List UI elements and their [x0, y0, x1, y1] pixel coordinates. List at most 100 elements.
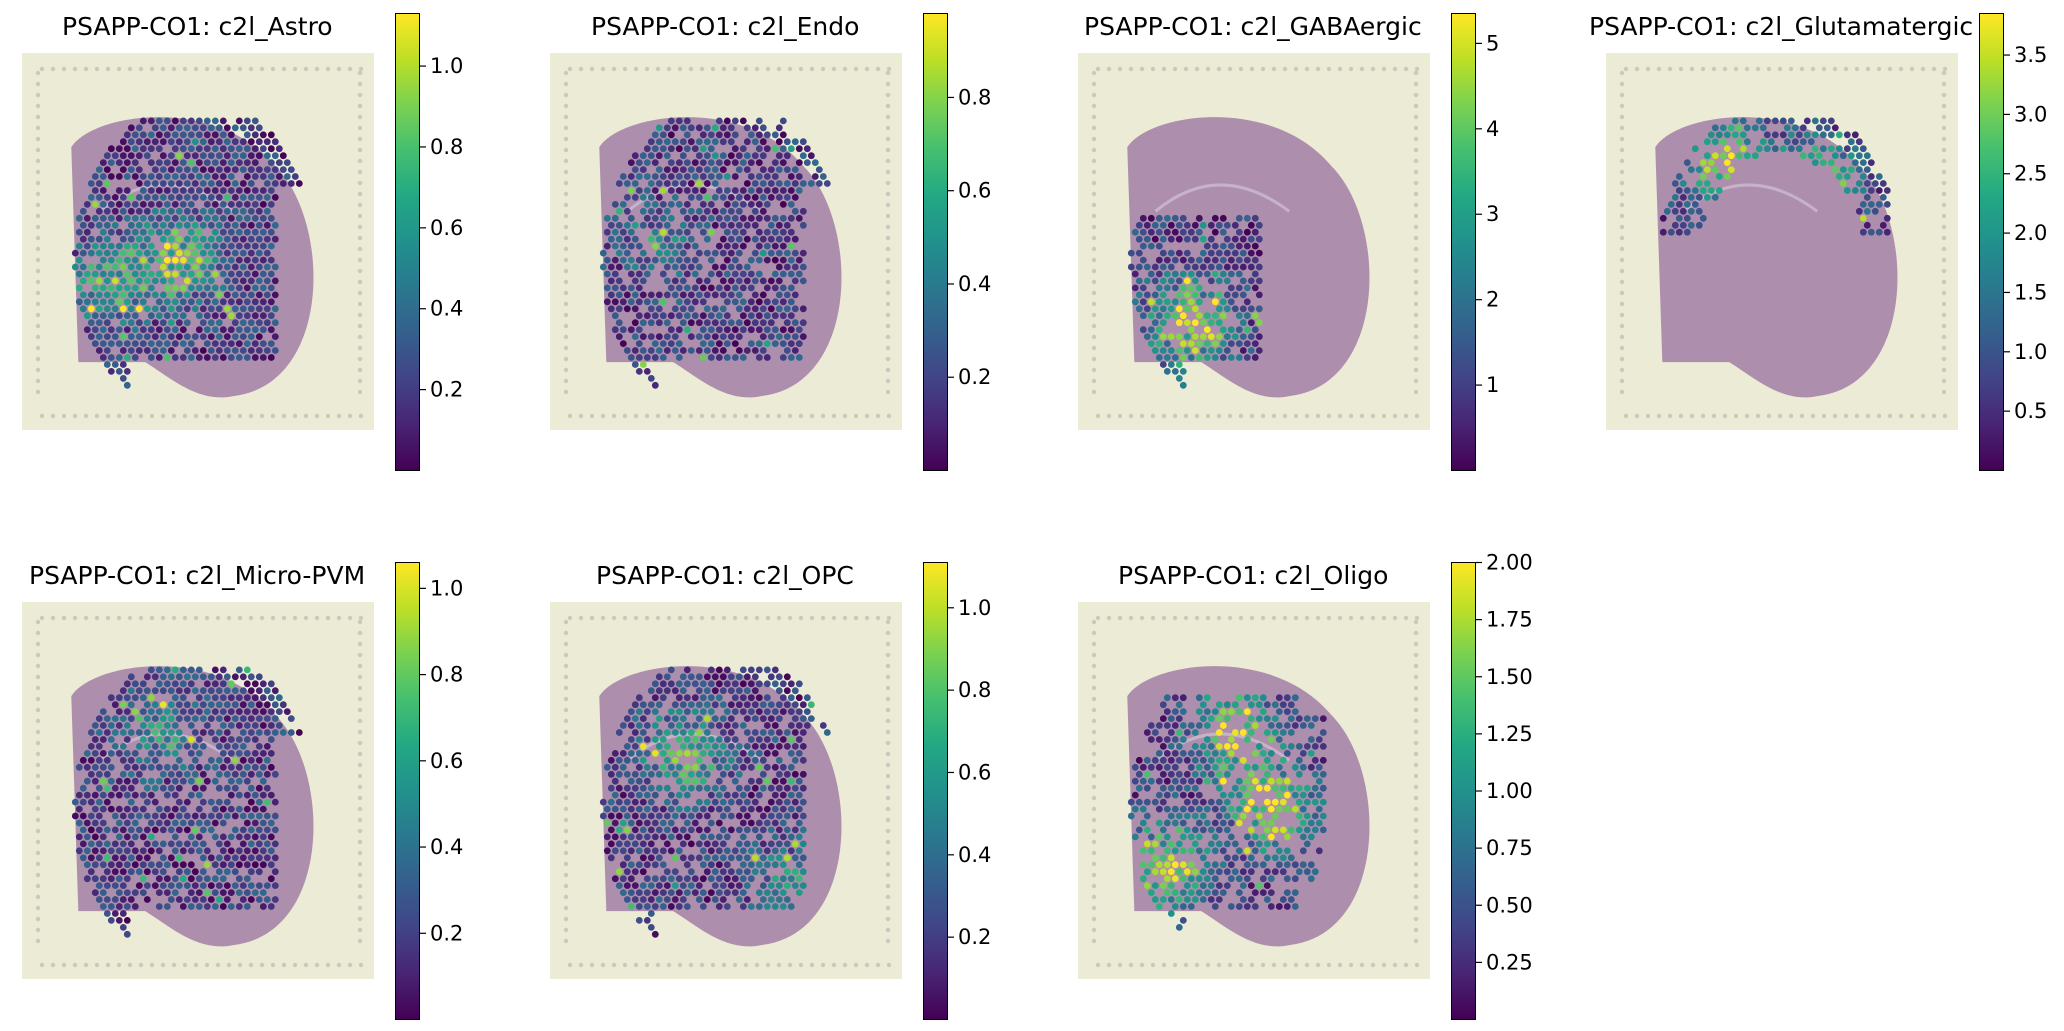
- spot: [167, 305, 175, 313]
- spot: [215, 701, 223, 709]
- spot: [1243, 312, 1251, 320]
- spot: [139, 284, 147, 292]
- spot: [679, 138, 687, 146]
- spot: [1239, 347, 1247, 354]
- spot: [127, 784, 135, 792]
- spot: [735, 868, 743, 876]
- spot: [243, 214, 251, 222]
- spot: [139, 117, 147, 125]
- spot: [267, 312, 275, 320]
- spot: [123, 270, 131, 278]
- spot: [207, 124, 215, 132]
- spot: [1243, 214, 1251, 222]
- spot: [703, 784, 711, 792]
- spot: [611, 284, 619, 292]
- spot: [147, 791, 155, 799]
- spot: [247, 152, 255, 160]
- spot: [147, 340, 155, 347]
- spot: [187, 833, 195, 841]
- spot: [1131, 763, 1139, 771]
- spot: [1243, 722, 1251, 729]
- spot: [1151, 305, 1159, 313]
- spot: [155, 312, 163, 320]
- spot: [691, 805, 699, 813]
- spot: [207, 305, 215, 313]
- spot: [211, 117, 219, 125]
- spot: [691, 819, 699, 827]
- spot: [655, 221, 663, 229]
- spot: [655, 715, 663, 722]
- spot: [191, 263, 199, 271]
- spot: [727, 729, 735, 736]
- spot: [1191, 221, 1199, 229]
- spot: [175, 812, 183, 820]
- spot: [691, 763, 699, 771]
- spot: [739, 284, 747, 292]
- spot: [759, 715, 767, 722]
- spot: [715, 159, 723, 166]
- spot: [699, 131, 707, 139]
- spot: [1231, 305, 1239, 313]
- spot: [1183, 235, 1191, 243]
- spot: [159, 715, 167, 722]
- spot: [1315, 777, 1323, 785]
- spot: [239, 249, 247, 257]
- spot: [163, 750, 171, 757]
- spot: [163, 805, 171, 813]
- spot: [175, 207, 183, 215]
- spot: [1187, 777, 1195, 785]
- spot: [139, 201, 147, 208]
- spot: [1279, 868, 1287, 876]
- spot: [187, 861, 195, 869]
- spot: [703, 701, 711, 709]
- spot: [123, 256, 131, 264]
- spot: [667, 763, 675, 771]
- spot: [1215, 347, 1223, 354]
- spot: [683, 256, 691, 264]
- spot: [159, 124, 167, 132]
- spot: [1219, 228, 1227, 236]
- spot: [1207, 715, 1215, 722]
- spot: [1283, 889, 1291, 896]
- spot: [615, 263, 623, 271]
- spot: [779, 340, 787, 347]
- spot: [271, 180, 279, 187]
- spot: [267, 214, 275, 222]
- spot: [91, 214, 99, 222]
- spot: [655, 333, 663, 340]
- spot: [223, 263, 231, 271]
- spot: [111, 840, 119, 848]
- spot: [1171, 791, 1179, 799]
- spot: [631, 701, 639, 709]
- spot: [199, 687, 207, 695]
- spot: [1831, 166, 1839, 173]
- spot: [223, 138, 231, 146]
- spot: [707, 736, 715, 743]
- spot: [203, 819, 211, 827]
- spot: [167, 715, 175, 722]
- spot: [151, 207, 159, 215]
- spot: [791, 826, 799, 834]
- spot: [1699, 173, 1707, 180]
- spot: [207, 235, 215, 243]
- spot: [655, 770, 663, 778]
- spot: [767, 333, 775, 340]
- spot: [247, 194, 255, 201]
- spot: [1835, 131, 1843, 139]
- spot: [675, 201, 683, 208]
- spot: [183, 277, 191, 285]
- spot: [179, 284, 187, 292]
- spot: [211, 298, 219, 306]
- spot: [1271, 715, 1279, 722]
- spot: [1155, 298, 1163, 306]
- spot: [1251, 242, 1259, 250]
- spot: [727, 715, 735, 722]
- spot: [787, 187, 795, 194]
- spot: [1235, 694, 1243, 702]
- colorbar-tick-label: 0.8: [430, 135, 463, 159]
- spot: [719, 249, 727, 257]
- spot: [699, 763, 707, 771]
- spot: [179, 298, 187, 306]
- spot: [251, 763, 259, 771]
- spot: [227, 242, 235, 250]
